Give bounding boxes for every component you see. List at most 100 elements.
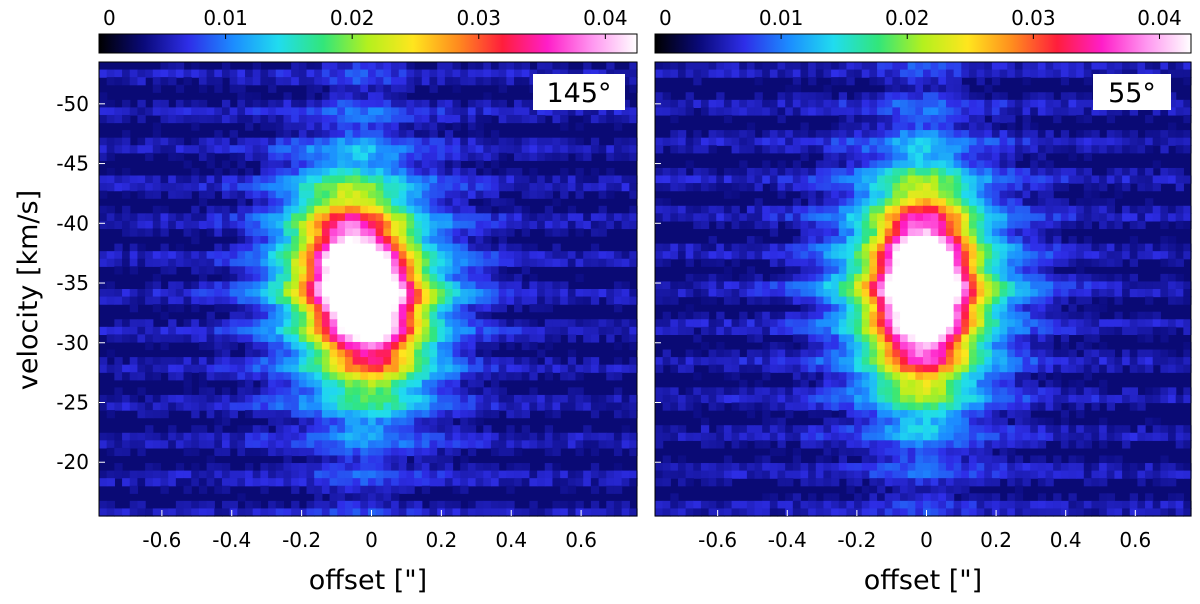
heatmap-cell [483, 99, 492, 108]
heatmap-cell [961, 289, 970, 298]
heatmap-cell [907, 258, 916, 267]
heatmap-cell [298, 152, 308, 161]
heatmap-cell [514, 402, 523, 411]
heatmap-cell [191, 304, 200, 313]
heatmap-cell [414, 273, 423, 283]
heatmap-cell [391, 198, 400, 207]
heatmap-cell [268, 99, 277, 108]
heatmap-cell [677, 175, 687, 184]
heatmap-cell [475, 470, 484, 479]
heatmap-cell [1083, 289, 1093, 298]
heatmap-cell [693, 243, 702, 252]
heatmap-cell [314, 69, 323, 78]
heatmap-cell [984, 122, 993, 131]
heatmap-cell [452, 236, 461, 245]
heatmap-cell [560, 69, 569, 78]
heatmap-cell [498, 84, 507, 93]
heatmap-cell [521, 243, 530, 252]
heatmap-cell [283, 296, 292, 305]
heatmap-cell [398, 198, 408, 207]
heatmap-cell [475, 160, 484, 169]
heatmap-cell [483, 107, 492, 116]
heatmap-cell [152, 463, 162, 472]
heatmap-cell [129, 432, 139, 441]
heatmap-cell [122, 137, 131, 146]
heatmap-cell [391, 311, 400, 320]
heatmap-cell [1091, 281, 1100, 290]
heatmap-cell [306, 357, 315, 366]
heatmap-cell [999, 296, 1008, 305]
heatmap-cell [160, 228, 169, 237]
heatmap-cell [1037, 266, 1047, 275]
heatmap-cell [731, 183, 740, 192]
heatmap-cell [221, 372, 231, 381]
heatmap-cell [383, 273, 392, 283]
heatmap-cell [283, 183, 292, 192]
heatmap-cell [383, 258, 392, 267]
heatmap-cell [383, 251, 392, 260]
heatmap-cell [808, 258, 817, 267]
heatmap-cell [1114, 175, 1123, 184]
heatmap-cell [391, 394, 400, 404]
heatmap-cell [214, 304, 223, 313]
heatmap-cell [414, 341, 423, 351]
heatmap-cell [206, 114, 215, 124]
heatmap-cell [329, 99, 338, 108]
heatmap-cell [567, 485, 577, 494]
heatmap-cell [260, 145, 269, 154]
heatmap-cell [854, 183, 863, 192]
heatmap-cell [314, 281, 323, 290]
heatmap-cell [746, 243, 756, 252]
heatmap-cell [406, 175, 415, 184]
heatmap-cell [746, 175, 756, 184]
heatmap-cell [291, 160, 300, 169]
heatmap-cell [1183, 130, 1192, 139]
heatmap-cell [398, 167, 408, 177]
heatmap-cell [1091, 205, 1100, 214]
heatmap-cell [444, 167, 454, 177]
heatmap-cell [1152, 183, 1161, 192]
heatmap-cell [252, 77, 261, 86]
heatmap-cell [877, 77, 886, 86]
heatmap-cell [398, 357, 408, 366]
heatmap-cell [953, 114, 962, 124]
heatmap-cell [237, 266, 246, 275]
heatmap-cell [114, 145, 123, 154]
heatmap-cell [352, 258, 361, 267]
heatmap-cell [414, 478, 423, 487]
heatmap-cell [183, 387, 192, 396]
heatmap-cell [700, 205, 710, 214]
heatmap-cell [907, 92, 916, 101]
heatmap-cell [583, 107, 592, 116]
heatmap-cell [268, 281, 277, 290]
heatmap-cell [268, 372, 277, 381]
heatmap-cell [677, 205, 687, 214]
heatmap-cell [739, 220, 748, 230]
heatmap-cell [953, 266, 962, 275]
heatmap-cell [514, 470, 523, 479]
heatmap-cell [1007, 69, 1016, 78]
heatmap-cell [160, 289, 169, 298]
heatmap-cell [398, 236, 408, 245]
heatmap-cell [398, 289, 408, 298]
heatmap-cell [437, 432, 446, 441]
heatmap-cell [846, 190, 855, 199]
heatmap-cell [984, 69, 993, 78]
heatmap-cell [260, 266, 269, 275]
heatmap-cell [567, 500, 577, 510]
heatmap-cell [613, 478, 623, 487]
heatmap-cell [452, 304, 461, 313]
heatmap-cell [1076, 243, 1085, 252]
heatmap-cell [360, 251, 369, 260]
heatmap-cell [762, 213, 771, 222]
heatmap-cell [114, 69, 123, 78]
heatmap-cell [1183, 289, 1192, 298]
heatmap-cell [1060, 220, 1070, 230]
heatmap-cell [968, 220, 978, 230]
heatmap-cell [823, 273, 832, 283]
heatmap-cell [452, 213, 461, 222]
heatmap-cell [337, 402, 346, 411]
heatmap-cell [708, 296, 717, 305]
heatmap-cell [544, 334, 554, 343]
heatmap-cell [99, 175, 108, 184]
